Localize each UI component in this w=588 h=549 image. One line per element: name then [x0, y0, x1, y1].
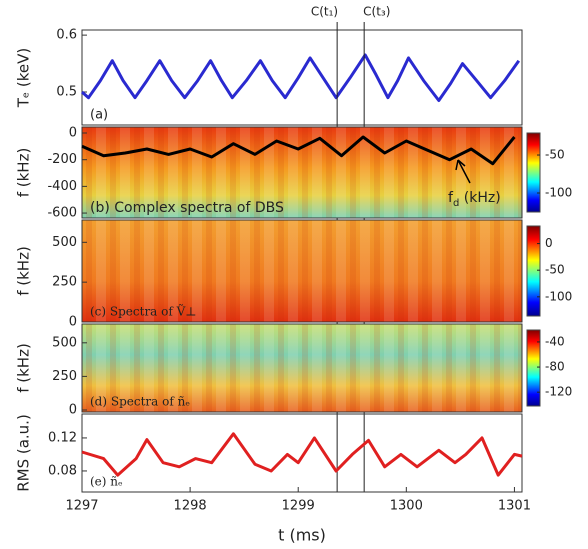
y-axis-label: Tₑ (keV) — [15, 48, 33, 109]
y-tick-label: 0 — [69, 315, 77, 330]
x-tick-label: 1298 — [174, 499, 207, 514]
colorbar-tick-label: -100 — [545, 289, 572, 303]
panel-label: (c) Spectra of Ṽ⊥ — [90, 304, 197, 319]
x-tick-label: 1297 — [65, 499, 98, 514]
panel-frame — [81, 323, 523, 413]
colorbar — [526, 225, 541, 317]
spectrogram-texture — [82, 220, 522, 322]
panel-frame — [81, 413, 523, 493]
y-tick-label: -600 — [47, 206, 77, 221]
marker-label: C(t₃) — [363, 5, 390, 19]
data-line — [81, 135, 516, 166]
panel-label: (d) Spectra of ñₑ — [90, 395, 190, 409]
panel-frame — [81, 219, 523, 323]
colorbar-tick-label: -50 — [545, 263, 565, 277]
annotation: fd (kHz) — [448, 190, 501, 209]
y-tick-label: 0.12 — [48, 430, 77, 445]
y-tick-label: 0 — [69, 402, 77, 417]
x-tick-label: 1299 — [282, 499, 315, 514]
annotation-part: (kHz) — [459, 190, 500, 206]
panel-frame — [81, 126, 523, 219]
data-line — [81, 432, 523, 477]
y-axis-label: f (kHz) — [15, 148, 33, 198]
x-axis-label: t (ms) — [278, 526, 326, 545]
colorbar — [526, 132, 541, 213]
colorbar-tick-label: 0 — [545, 236, 553, 250]
y-axis-label: RMS (a.u.) — [15, 414, 33, 492]
x-tick-label: 1301 — [498, 499, 531, 514]
colorbar-tick-label: -80 — [545, 360, 565, 374]
marker-label: C(t₁) — [311, 5, 338, 19]
x-tick-label: 1300 — [390, 499, 423, 514]
y-tick-label: 250 — [52, 369, 77, 384]
spectrogram-texture — [82, 324, 522, 412]
y-tick-label: -400 — [47, 179, 77, 194]
annotation-part: d — [453, 198, 459, 209]
y-tick-label: 0.6 — [56, 28, 77, 43]
data-line — [81, 53, 521, 102]
y-axis-label: f (kHz) — [15, 246, 33, 296]
y-tick-label: 0.5 — [56, 85, 77, 100]
panel-frame — [81, 29, 523, 126]
colorbar-tick-label: -40 — [545, 334, 565, 348]
y-tick-label: 0 — [69, 126, 77, 141]
panel-label: (a) — [90, 108, 108, 123]
annotation-part: f — [448, 190, 454, 206]
y-tick-label: 250 — [52, 275, 77, 290]
plot-area: 0.5 0.6 Tₑ (keV) (a) C(t₁) C(t₃) -50 -100 0 -200 -… — [15, 5, 573, 545]
colorbar — [526, 329, 541, 407]
y-axis-label: f (kHz) — [15, 343, 33, 393]
y-tick-label: 500 — [52, 335, 77, 350]
y-tick-label: 500 — [52, 235, 77, 250]
y-tick-label: -200 — [47, 152, 77, 167]
spectrogram-texture — [82, 127, 522, 218]
y-tick-label: 0.08 — [48, 463, 77, 478]
panel-label: (e) ñₑ — [90, 475, 123, 489]
colorbar-tick-label: -50 — [545, 148, 565, 162]
panel-label: (b) Complex spectra of DBS — [90, 200, 284, 216]
colorbar-tick-label: -100 — [545, 186, 572, 200]
colorbar-tick-label: -120 — [545, 385, 572, 399]
annotation-arrow — [455, 159, 471, 184]
